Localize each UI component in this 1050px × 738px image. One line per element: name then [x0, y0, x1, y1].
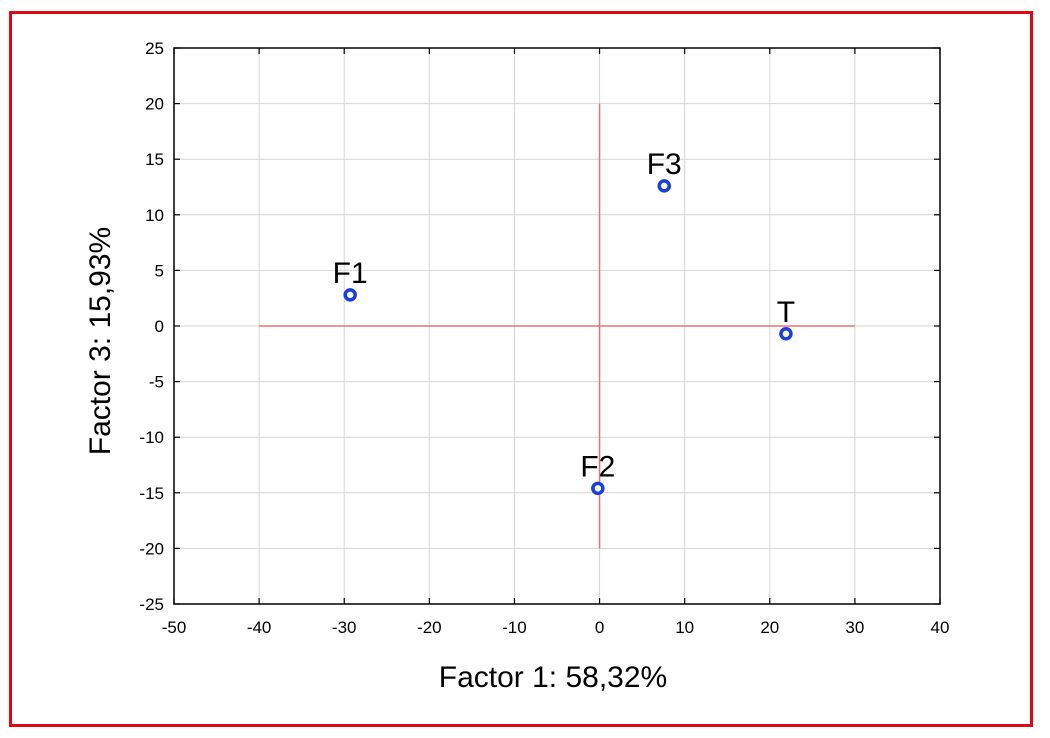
x-tick-label: -30 — [332, 618, 357, 637]
data-point-f1 — [343, 288, 357, 302]
x-tick-label: 0 — [595, 618, 604, 637]
data-point-f3 — [657, 179, 671, 193]
data-point-t — [779, 327, 793, 341]
x-tick-label: 30 — [845, 618, 864, 637]
y-tick-label: -5 — [149, 373, 164, 392]
data-point-f2 — [591, 481, 605, 496]
point-label-f1: F1 — [333, 257, 368, 290]
y-tick-label: -15 — [139, 484, 164, 503]
x-tick-label: -50 — [162, 618, 187, 637]
y-tick-label: 15 — [145, 150, 164, 169]
data-points: F1 F2 F3 T — [333, 148, 795, 496]
x-tick-label: -40 — [247, 618, 272, 637]
x-tick-label: -20 — [417, 618, 442, 637]
y-tick-label: 25 — [145, 39, 164, 58]
x-tick-label: 10 — [675, 618, 694, 637]
y-tick-label: -20 — [139, 539, 164, 558]
x-axis-title: Factor 1: 58,32% — [439, 661, 667, 694]
point-label-f3: F3 — [647, 148, 682, 181]
figure-frame — [9, 11, 1033, 727]
x-tick-label: 40 — [931, 618, 950, 637]
y-tick-label: -25 — [139, 595, 164, 614]
y-tick-label: 0 — [155, 317, 164, 336]
y-tick-label: 20 — [145, 95, 164, 114]
reference-lines — [259, 103, 855, 549]
y-tick-label: -10 — [139, 428, 164, 447]
y-tick-label: 10 — [145, 206, 164, 225]
x-tick-label: 20 — [760, 618, 779, 637]
point-label-t: T — [777, 296, 795, 329]
x-tick-label: -10 — [502, 618, 527, 637]
point-label-f2: F2 — [580, 450, 615, 483]
y-axis-title: Factor 3: 15,93% — [84, 227, 117, 455]
y-tick-label: 5 — [155, 261, 164, 280]
ticks: -50 -40 -30 -20 -10 0 10 20 30 40 25 20 15 10 5 0 -5 -10 -… — [139, 39, 949, 637]
